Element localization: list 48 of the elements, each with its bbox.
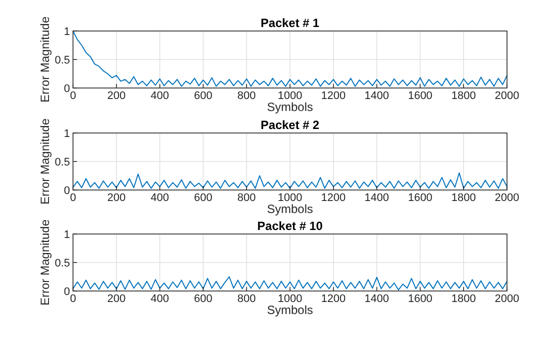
y-tick-label: 0.5	[54, 258, 70, 270]
x-tick-label: 1600	[408, 293, 432, 305]
x-tick-label: 2000	[494, 293, 520, 305]
x-tick-label: 800	[237, 293, 256, 305]
chart-title: Packet # 10	[257, 219, 324, 233]
x-tick-label: 2000	[494, 90, 520, 102]
x-tick-label: 1600	[408, 192, 432, 204]
x-tick-label: 1200	[321, 90, 346, 102]
x-tick-label: 1800	[451, 90, 476, 102]
x-tick-label: 1200	[321, 192, 346, 204]
x-axis-title: Symbols	[266, 303, 314, 317]
x-tick-label: 600	[194, 293, 212, 305]
x-tick-label: 1600	[408, 90, 432, 102]
x-tick-label: 1400	[364, 90, 390, 102]
x-tick-label: 1800	[451, 293, 476, 305]
x-tick-label: 800	[237, 90, 256, 102]
line-series	[72, 172, 508, 189]
y-tick-label: 1	[64, 26, 70, 38]
x-tick-label: 200	[107, 90, 126, 102]
line-series	[72, 30, 508, 87]
x-tick-label: 2000	[494, 192, 520, 204]
x-tick-label: 600	[194, 192, 212, 204]
y-axis-title: Error Magnitude	[38, 118, 52, 205]
x-tick-label: 200	[107, 192, 126, 204]
x-tick-label: 1000	[278, 293, 302, 305]
x-axis-title: Symbols	[266, 100, 314, 114]
y-tick-label: 0.5	[54, 156, 70, 168]
y-tick-label: 1	[64, 229, 70, 241]
x-tick-label: 200	[107, 293, 126, 305]
y-axis-title: Error Magnitude	[38, 219, 52, 306]
x-tick-label: 1000	[278, 90, 302, 102]
x-tick-label: 600	[194, 90, 212, 102]
x-tick-label: 1000	[278, 192, 302, 204]
x-axis-title: Symbols	[266, 202, 314, 216]
y-tick-label: 1	[64, 128, 70, 140]
line-series	[72, 276, 508, 290]
x-tick-label: 1800	[451, 192, 476, 204]
x-tick-label: 400	[150, 192, 169, 204]
chart-title: Packet # 1	[260, 16, 320, 30]
x-tick-label: 400	[150, 90, 169, 102]
y-tick-label: 0.5	[54, 54, 70, 66]
x-tick-label: 400	[150, 293, 169, 305]
chart-title: Packet # 2	[260, 118, 320, 132]
x-tick-label: 1400	[364, 192, 390, 204]
x-tick-label: 1400	[364, 293, 390, 305]
x-tick-label: 1200	[321, 293, 346, 305]
y-axis-title: Error Magnitude	[38, 16, 52, 103]
x-tick-label: 800	[237, 192, 256, 204]
